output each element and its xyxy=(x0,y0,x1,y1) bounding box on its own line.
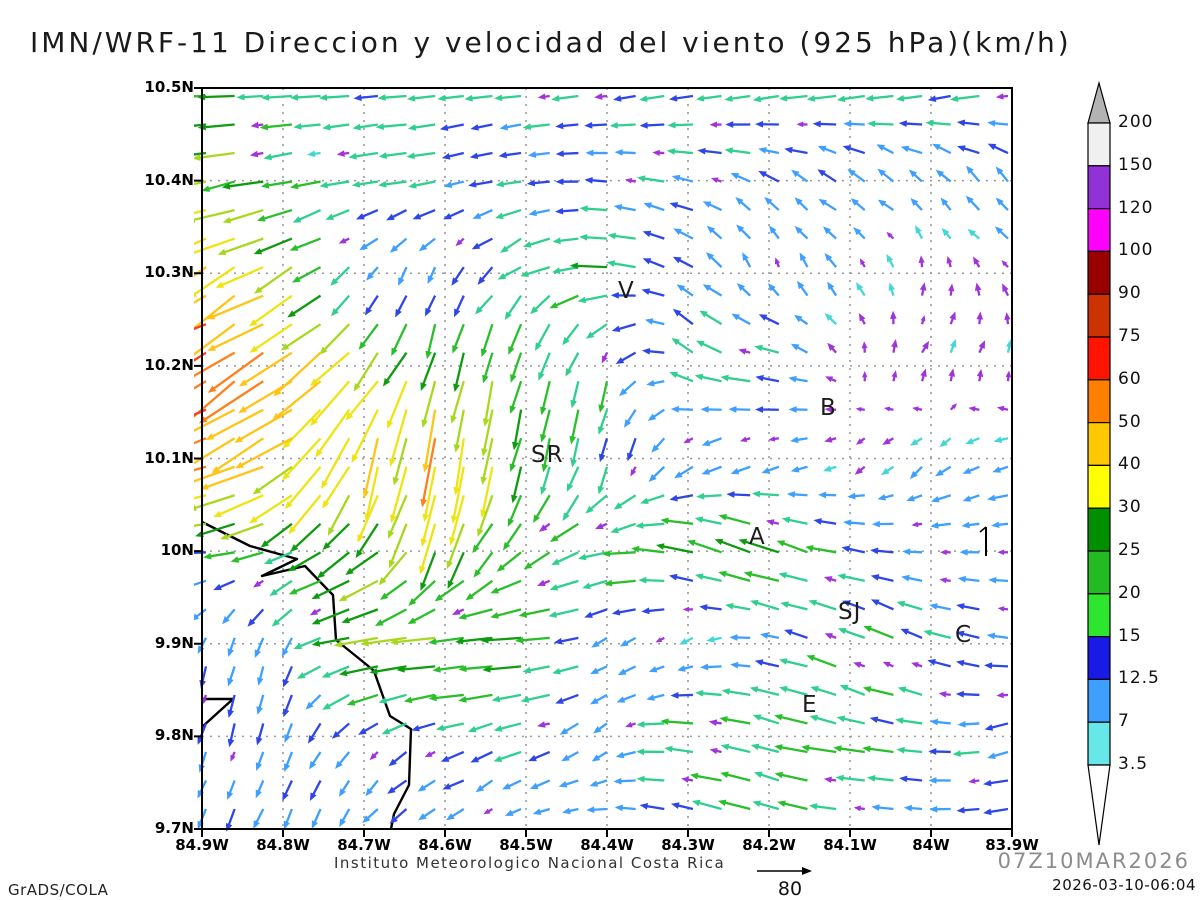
colorbar-tick-label: 30 xyxy=(1118,497,1142,518)
x-axis-tick-label: 84.6W xyxy=(418,836,472,854)
x-axis-tick-label: 84W xyxy=(912,836,950,854)
y-axis-tick-label: 10.5N xyxy=(144,78,194,96)
colorbar-tick-label: 15 xyxy=(1118,625,1142,646)
x-axis-tick-label: 84.1W xyxy=(823,836,877,854)
grads-credit: GrADS/COLA xyxy=(8,881,109,899)
y-axis-tick-label: 9.7N xyxy=(154,819,194,837)
gridlines xyxy=(202,88,1012,829)
station-label: B xyxy=(820,395,837,421)
plot-border xyxy=(194,87,1013,837)
institute-caption: Instituto Meteorologico Nacional Costa R… xyxy=(334,854,726,872)
colorbar-tick-label: 20 xyxy=(1118,582,1142,603)
x-axis-tick-label: 84.8W xyxy=(256,836,310,854)
station-label: SR xyxy=(531,442,564,468)
y-axis-tick-label: 10.2N xyxy=(144,355,194,374)
timestamp-model: 07Z10MAR2026 xyxy=(997,849,1190,873)
colorbar-tick-label: 150 xyxy=(1118,154,1154,175)
y-axis-tick-label: 10.4N xyxy=(144,170,194,189)
x-axis-tick-label: 83.9W xyxy=(985,836,1039,854)
colorbar-tick-label: 50 xyxy=(1118,411,1142,432)
station-label: A xyxy=(749,524,766,550)
colorbar-tick-label: 7 xyxy=(1118,711,1130,732)
y-axis-tick-label: 10.1N xyxy=(144,448,194,467)
colorbar-tick-label: 200 xyxy=(1118,112,1154,132)
reference-vector-label: 80 xyxy=(777,878,803,900)
y-axis-tick-label: 10N xyxy=(160,541,194,560)
wind-arrows xyxy=(194,93,1013,832)
x-axis-tick-label: 84.4W xyxy=(580,836,634,854)
x-axis-tick-label: 84.3W xyxy=(661,836,715,854)
colorbar-tick-label: 90 xyxy=(1118,283,1142,304)
page-title: IMN/WRF-11 Direccion y velocidad del vie… xyxy=(30,26,1072,59)
y-axis-tick-label: 9.9N xyxy=(154,633,194,652)
colorbar-tick-label: 25 xyxy=(1118,540,1142,560)
y-axis-tick-label: 10.3N xyxy=(144,263,194,282)
x-axis-tick-label: 84.7W xyxy=(337,836,391,854)
station-label: SJ xyxy=(838,599,862,625)
x-axis-tick-label: 84.5W xyxy=(499,836,553,854)
colorbar-tick-label: 12.5 xyxy=(1118,668,1160,689)
reference-vector xyxy=(757,867,812,875)
colorbar-tick-label: 40 xyxy=(1118,454,1142,475)
timestamp-run: 2026-03-10-06:04 xyxy=(1052,876,1196,894)
station-label: V xyxy=(618,278,635,304)
colorbar-tick-label: 75 xyxy=(1118,326,1142,346)
colorbar-tick-label: 120 xyxy=(1118,197,1154,218)
colorbar-tick-label: 3.5 xyxy=(1118,754,1149,774)
station-label: E xyxy=(802,692,818,718)
x-axis-tick-label: 84.2W xyxy=(742,836,796,854)
x-axis-tick-label: 84.9W xyxy=(175,836,229,854)
y-axis-tick-label: 9.8N xyxy=(154,726,194,745)
station-label: C xyxy=(955,622,973,648)
station-mark-partial xyxy=(979,526,987,556)
colorbar-tick-label: 60 xyxy=(1118,368,1142,389)
colorbar xyxy=(1087,80,1111,846)
colorbar-tick-label: 100 xyxy=(1118,240,1154,261)
